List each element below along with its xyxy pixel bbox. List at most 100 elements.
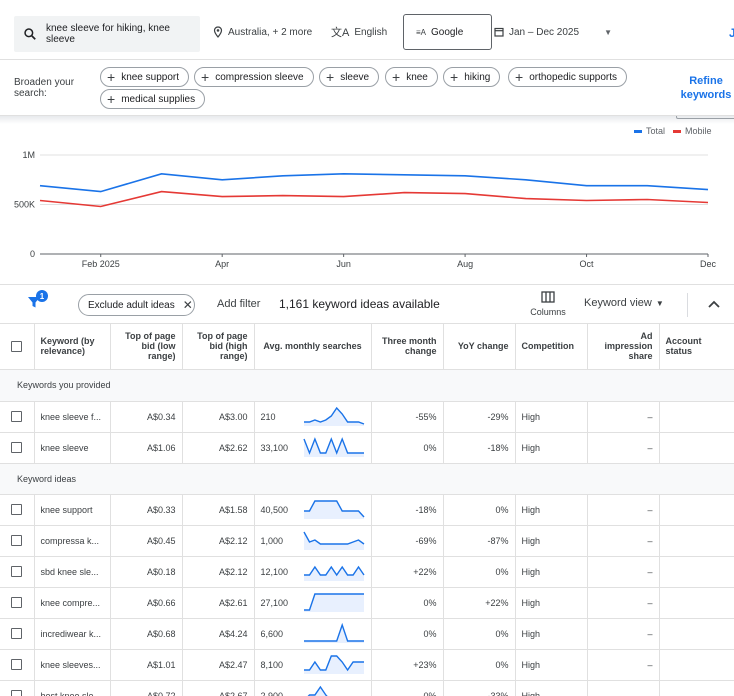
columns-label: Columns xyxy=(530,307,566,317)
searches-wrap: 27,100 xyxy=(261,592,365,614)
header-ad-share[interactable]: Ad impression share xyxy=(587,324,660,370)
sparkline-line xyxy=(306,685,328,696)
chip-knee[interactable]: + knee xyxy=(385,67,438,87)
sparkline-line xyxy=(302,531,364,545)
legend-dropdown-stub[interactable] xyxy=(676,116,734,119)
row-checkbox[interactable] xyxy=(11,690,23,696)
header-bid-low[interactable]: Top of page bid (low range) xyxy=(110,324,183,370)
trend-sparkline[interactable] xyxy=(303,406,365,428)
location-filter[interactable]: Australia, + 2 more xyxy=(213,24,312,40)
searches-wrap: 2,900 xyxy=(261,685,365,696)
account-status-cell xyxy=(659,494,734,526)
avg-searches-value: 6,600 xyxy=(260,628,284,639)
header-keyword[interactable]: Keyword (by relevance) xyxy=(34,324,111,370)
header-avg-searches[interactable]: Avg. monthly searches xyxy=(254,324,372,370)
series-line-mobile[interactable] xyxy=(39,190,709,208)
plus-icon: + xyxy=(326,69,335,85)
chip-compression-sleeve[interactable]: + compression sleeve xyxy=(194,67,314,87)
ad-share-cell: – xyxy=(587,556,660,588)
legend-total[interactable]: Total xyxy=(634,126,665,136)
yoy-cell: -87% xyxy=(443,525,516,557)
ad-share-cell: – xyxy=(587,680,660,696)
add-filter-button[interactable]: Add filter xyxy=(217,298,261,310)
row-checkbox-cell xyxy=(0,494,35,526)
refine-keywords-button[interactable]: Refine keywords xyxy=(680,75,732,101)
search-query-text: knee sleeve for hiking, knee sleeve xyxy=(46,23,170,45)
yoy-cell: 0% xyxy=(443,556,516,588)
chip-knee-support[interactable]: + knee support xyxy=(100,67,190,87)
header-bid-high[interactable]: Top of page bid (high range) xyxy=(182,324,255,370)
keyword-table: Keyword (by relevance) Top of page bid (… xyxy=(0,324,734,696)
account-status-cell xyxy=(659,618,734,650)
header-competition[interactable]: Competition xyxy=(515,324,588,370)
avg-searches-value: 8,100 xyxy=(260,659,284,670)
chip-hiking[interactable]: + hiking xyxy=(443,67,501,87)
trend-sparkline[interactable] xyxy=(303,592,365,614)
competition-cell: High xyxy=(515,649,588,681)
competition-cell: High xyxy=(515,432,588,464)
exclude-adult-ideas-chip[interactable]: Exclude adult ideas ✕ xyxy=(78,294,195,316)
row-checkbox-cell xyxy=(0,680,35,696)
table-row[interactable]: incrediwear k... A$0.68 A$4.24 6,600 0% 0% Hig… xyxy=(0,618,734,650)
header-three-month[interactable]: Three month change xyxy=(371,324,444,370)
trend-sparkline[interactable] xyxy=(302,530,365,552)
legend-mobile[interactable]: Mobile xyxy=(673,126,712,136)
table-row[interactable]: knee sleeve A$1.06 A$2.62 33,100 0% -18% High – xyxy=(0,432,734,464)
row-checkbox[interactable] xyxy=(11,504,23,516)
trend-sparkline[interactable] xyxy=(303,685,365,696)
network-label: Google xyxy=(431,26,464,38)
row-checkbox[interactable] xyxy=(11,597,23,609)
search-input[interactable]: knee sleeve for hiking, knee sleeve xyxy=(14,16,200,52)
chip-sleeve[interactable]: + sleeve xyxy=(319,67,380,87)
account-status-cell xyxy=(659,680,734,696)
truncated-link[interactable]: J xyxy=(729,26,734,40)
row-checkbox-cell xyxy=(0,618,35,650)
competition-cell: High xyxy=(515,401,588,433)
row-checkbox[interactable] xyxy=(11,628,23,640)
bid-low-cell: A$0.68 xyxy=(110,618,183,650)
table-row[interactable]: sbd knee sle... A$0.18 A$2.12 12,100 +22% 0% H… xyxy=(0,556,734,588)
close-icon[interactable]: ✕ xyxy=(182,298,193,312)
trend-sparkline[interactable] xyxy=(303,561,365,583)
row-checkbox[interactable] xyxy=(11,442,23,454)
broaden-label: Broaden your search: xyxy=(14,77,75,99)
row-checkbox[interactable] xyxy=(11,566,23,578)
table-header-row: Keyword (by relevance) Top of page bid (… xyxy=(0,324,734,370)
network-filter[interactable]: ≡A Google xyxy=(403,14,492,50)
columns-icon xyxy=(541,291,555,303)
header-yoy[interactable]: YoY change xyxy=(443,324,516,370)
sparkline-line xyxy=(302,436,364,455)
trend-sparkline[interactable] xyxy=(303,654,365,676)
y-tick-label: 500K xyxy=(14,200,35,210)
table-row[interactable]: knee support A$0.33 A$1.58 40,500 -18% 0% High… xyxy=(0,494,734,526)
table-row[interactable]: knee sleeves... A$1.01 A$2.47 8,100 +23% 0% Hi… xyxy=(0,649,734,681)
table-row[interactable]: compressa k... A$0.45 A$2.12 1,000 -69% -87% H… xyxy=(0,525,734,557)
chevron-up-icon[interactable] xyxy=(707,297,721,311)
avg-searches-value: 210 xyxy=(260,411,276,422)
y-tick-label: 0 xyxy=(30,249,35,259)
trend-sparkline[interactable] xyxy=(303,622,365,645)
chip-medical-supplies[interactable]: + medical supplies xyxy=(100,89,206,109)
columns-button[interactable]: Columns xyxy=(528,291,568,317)
table-row[interactable]: knee compre... A$0.66 A$2.61 27,100 0% +22% Hi… xyxy=(0,587,734,619)
date-range-filter[interactable]: Jan – Dec 2025 ▼ xyxy=(494,24,612,40)
select-all-checkbox[interactable] xyxy=(11,340,23,352)
language-filter[interactable]: 文A English xyxy=(331,24,387,40)
table-row[interactable]: best knee sle... A$0.72 A$2.67 2,900 0% -33% H… xyxy=(0,680,734,696)
table-row[interactable]: knee sleeve f... A$0.34 A$3.00 210 -55% -29% H… xyxy=(0,401,734,433)
trend-sparkline[interactable] xyxy=(302,436,365,459)
row-checkbox[interactable] xyxy=(11,535,23,547)
avg-searches-value: 12,100 xyxy=(260,566,289,577)
chip-orthopedic-supports[interactable]: + orthopedic supports xyxy=(508,67,628,87)
series-line-total[interactable] xyxy=(39,172,709,193)
header-account-status[interactable]: Account status xyxy=(659,324,734,370)
row-checkbox[interactable] xyxy=(11,659,23,671)
row-checkbox[interactable] xyxy=(11,411,23,423)
search-bar: knee sleeve for hiking, knee sleeve Aust… xyxy=(0,0,734,60)
bid-high-cell: A$2.47 xyxy=(182,649,255,681)
keyword-cell: knee support xyxy=(34,494,111,526)
trend-sparkline[interactable] xyxy=(303,499,365,521)
network-icon: ≡A xyxy=(416,27,427,37)
keyword-view-dropdown[interactable]: Keyword view ▼ xyxy=(584,297,664,309)
row-checkbox-cell xyxy=(0,649,35,681)
